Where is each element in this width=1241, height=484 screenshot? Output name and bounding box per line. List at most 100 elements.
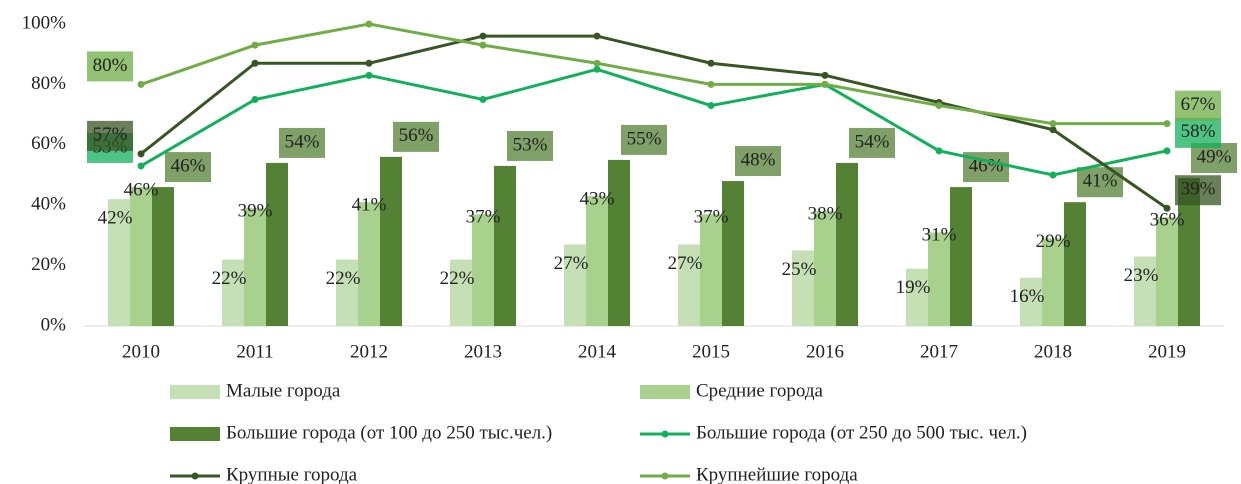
data-label-bg bbox=[1191, 143, 1237, 174]
x-tick-label: 2013 bbox=[464, 341, 502, 362]
line-point bbox=[479, 32, 487, 40]
data-label: 19% bbox=[896, 277, 931, 298]
data-label: 36% bbox=[1150, 210, 1185, 231]
bar bbox=[928, 232, 950, 326]
line-point bbox=[251, 96, 259, 103]
data-label: 22% bbox=[440, 268, 475, 289]
data-label: 57% bbox=[93, 124, 128, 145]
y-tick-label: 100% bbox=[22, 12, 67, 33]
line-point bbox=[137, 150, 145, 158]
data-label: 41% bbox=[1083, 171, 1118, 192]
bar bbox=[1178, 178, 1200, 326]
data-label: 46% bbox=[124, 179, 159, 200]
y-tick-label: 80% bbox=[31, 73, 66, 94]
line-point bbox=[1049, 120, 1057, 128]
line-point bbox=[707, 80, 715, 88]
bar bbox=[1134, 256, 1156, 326]
data-label: 39% bbox=[1181, 179, 1216, 200]
bar bbox=[586, 196, 608, 326]
data-label-bg bbox=[1175, 175, 1221, 206]
bar bbox=[1042, 238, 1064, 326]
data-label: 37% bbox=[694, 207, 729, 228]
line-point bbox=[365, 59, 373, 67]
bar bbox=[792, 250, 814, 326]
x-tick-label: 2010 bbox=[122, 341, 160, 362]
data-label: 16% bbox=[1010, 286, 1045, 307]
line-point bbox=[935, 147, 943, 155]
x-tick-label: 2019 bbox=[1148, 341, 1186, 362]
legend-label: Малые города bbox=[226, 380, 341, 401]
line-point bbox=[251, 41, 259, 49]
x-tick-label: 2012 bbox=[350, 341, 388, 362]
legend-swatch bbox=[170, 385, 220, 399]
bar bbox=[244, 208, 266, 326]
data-label: 46% bbox=[969, 155, 1004, 176]
data-label: 67% bbox=[1181, 94, 1216, 115]
data-label: 49% bbox=[1197, 146, 1232, 167]
legend-label: Большие города (от 250 до 500 тыс. чел.) bbox=[696, 422, 1027, 443]
data-label-bg bbox=[735, 146, 781, 177]
data-label: 55% bbox=[627, 128, 662, 149]
data-label: 39% bbox=[238, 201, 273, 222]
bar bbox=[336, 259, 358, 326]
bar bbox=[358, 202, 380, 326]
data-label: 43% bbox=[580, 188, 615, 209]
legend-swatch bbox=[640, 385, 690, 399]
x-tick-label: 2016 bbox=[806, 341, 844, 362]
data-label: 38% bbox=[808, 204, 843, 225]
line bbox=[140, 34, 1168, 210]
line bbox=[140, 67, 1168, 177]
data-label: 54% bbox=[855, 131, 890, 152]
line bbox=[140, 22, 1167, 126]
data-label-bg bbox=[507, 130, 553, 161]
data-label: 22% bbox=[326, 268, 361, 289]
x-tick-label: 2017 bbox=[920, 341, 958, 362]
bar bbox=[108, 199, 130, 326]
data-label-bg bbox=[87, 120, 133, 151]
bar bbox=[266, 162, 288, 326]
data-label-bg bbox=[87, 51, 133, 82]
data-label: 48% bbox=[741, 149, 776, 170]
line-point bbox=[1049, 171, 1057, 179]
line-point bbox=[1049, 126, 1057, 134]
y-tick-label: 0% bbox=[41, 314, 67, 335]
bar bbox=[1064, 202, 1086, 326]
line-point bbox=[137, 162, 145, 170]
y-tick-label: 60% bbox=[31, 133, 66, 154]
bar bbox=[1020, 277, 1042, 326]
bar bbox=[906, 268, 928, 326]
data-label: 27% bbox=[554, 253, 589, 274]
data-label-bg bbox=[1175, 90, 1221, 121]
legend-label: Крупные города bbox=[226, 464, 358, 484]
bar bbox=[450, 259, 472, 326]
legend-label: Крупнейшие города bbox=[696, 464, 858, 484]
data-label: 22% bbox=[212, 268, 247, 289]
data-label-bg bbox=[393, 121, 439, 152]
bar bbox=[1156, 217, 1178, 326]
data-label: 29% bbox=[1036, 231, 1071, 252]
line-point bbox=[1163, 147, 1171, 155]
data-label: 23% bbox=[1124, 265, 1159, 286]
data-label: 53% bbox=[513, 134, 548, 155]
bar bbox=[836, 162, 858, 326]
data-label-bg bbox=[621, 124, 667, 155]
x-tick-label: 2011 bbox=[236, 341, 273, 362]
data-label-bg bbox=[1175, 117, 1221, 148]
line-point bbox=[479, 41, 487, 49]
legend-label: Большие города (от 100 до 250 тыс.чел.) bbox=[226, 422, 552, 443]
line-point bbox=[479, 96, 487, 103]
bar bbox=[700, 214, 722, 326]
line-point bbox=[365, 20, 373, 28]
y-tick-label: 40% bbox=[31, 194, 66, 215]
legend-swatch bbox=[170, 427, 220, 441]
line-point bbox=[821, 71, 829, 79]
line-point bbox=[593, 32, 601, 40]
data-label: 80% bbox=[93, 55, 128, 76]
line-point bbox=[251, 59, 259, 67]
line-point bbox=[707, 59, 715, 67]
bar bbox=[472, 214, 494, 326]
data-label: 25% bbox=[782, 259, 817, 280]
legend-swatch bbox=[661, 472, 669, 480]
data-label: 54% bbox=[285, 131, 320, 152]
